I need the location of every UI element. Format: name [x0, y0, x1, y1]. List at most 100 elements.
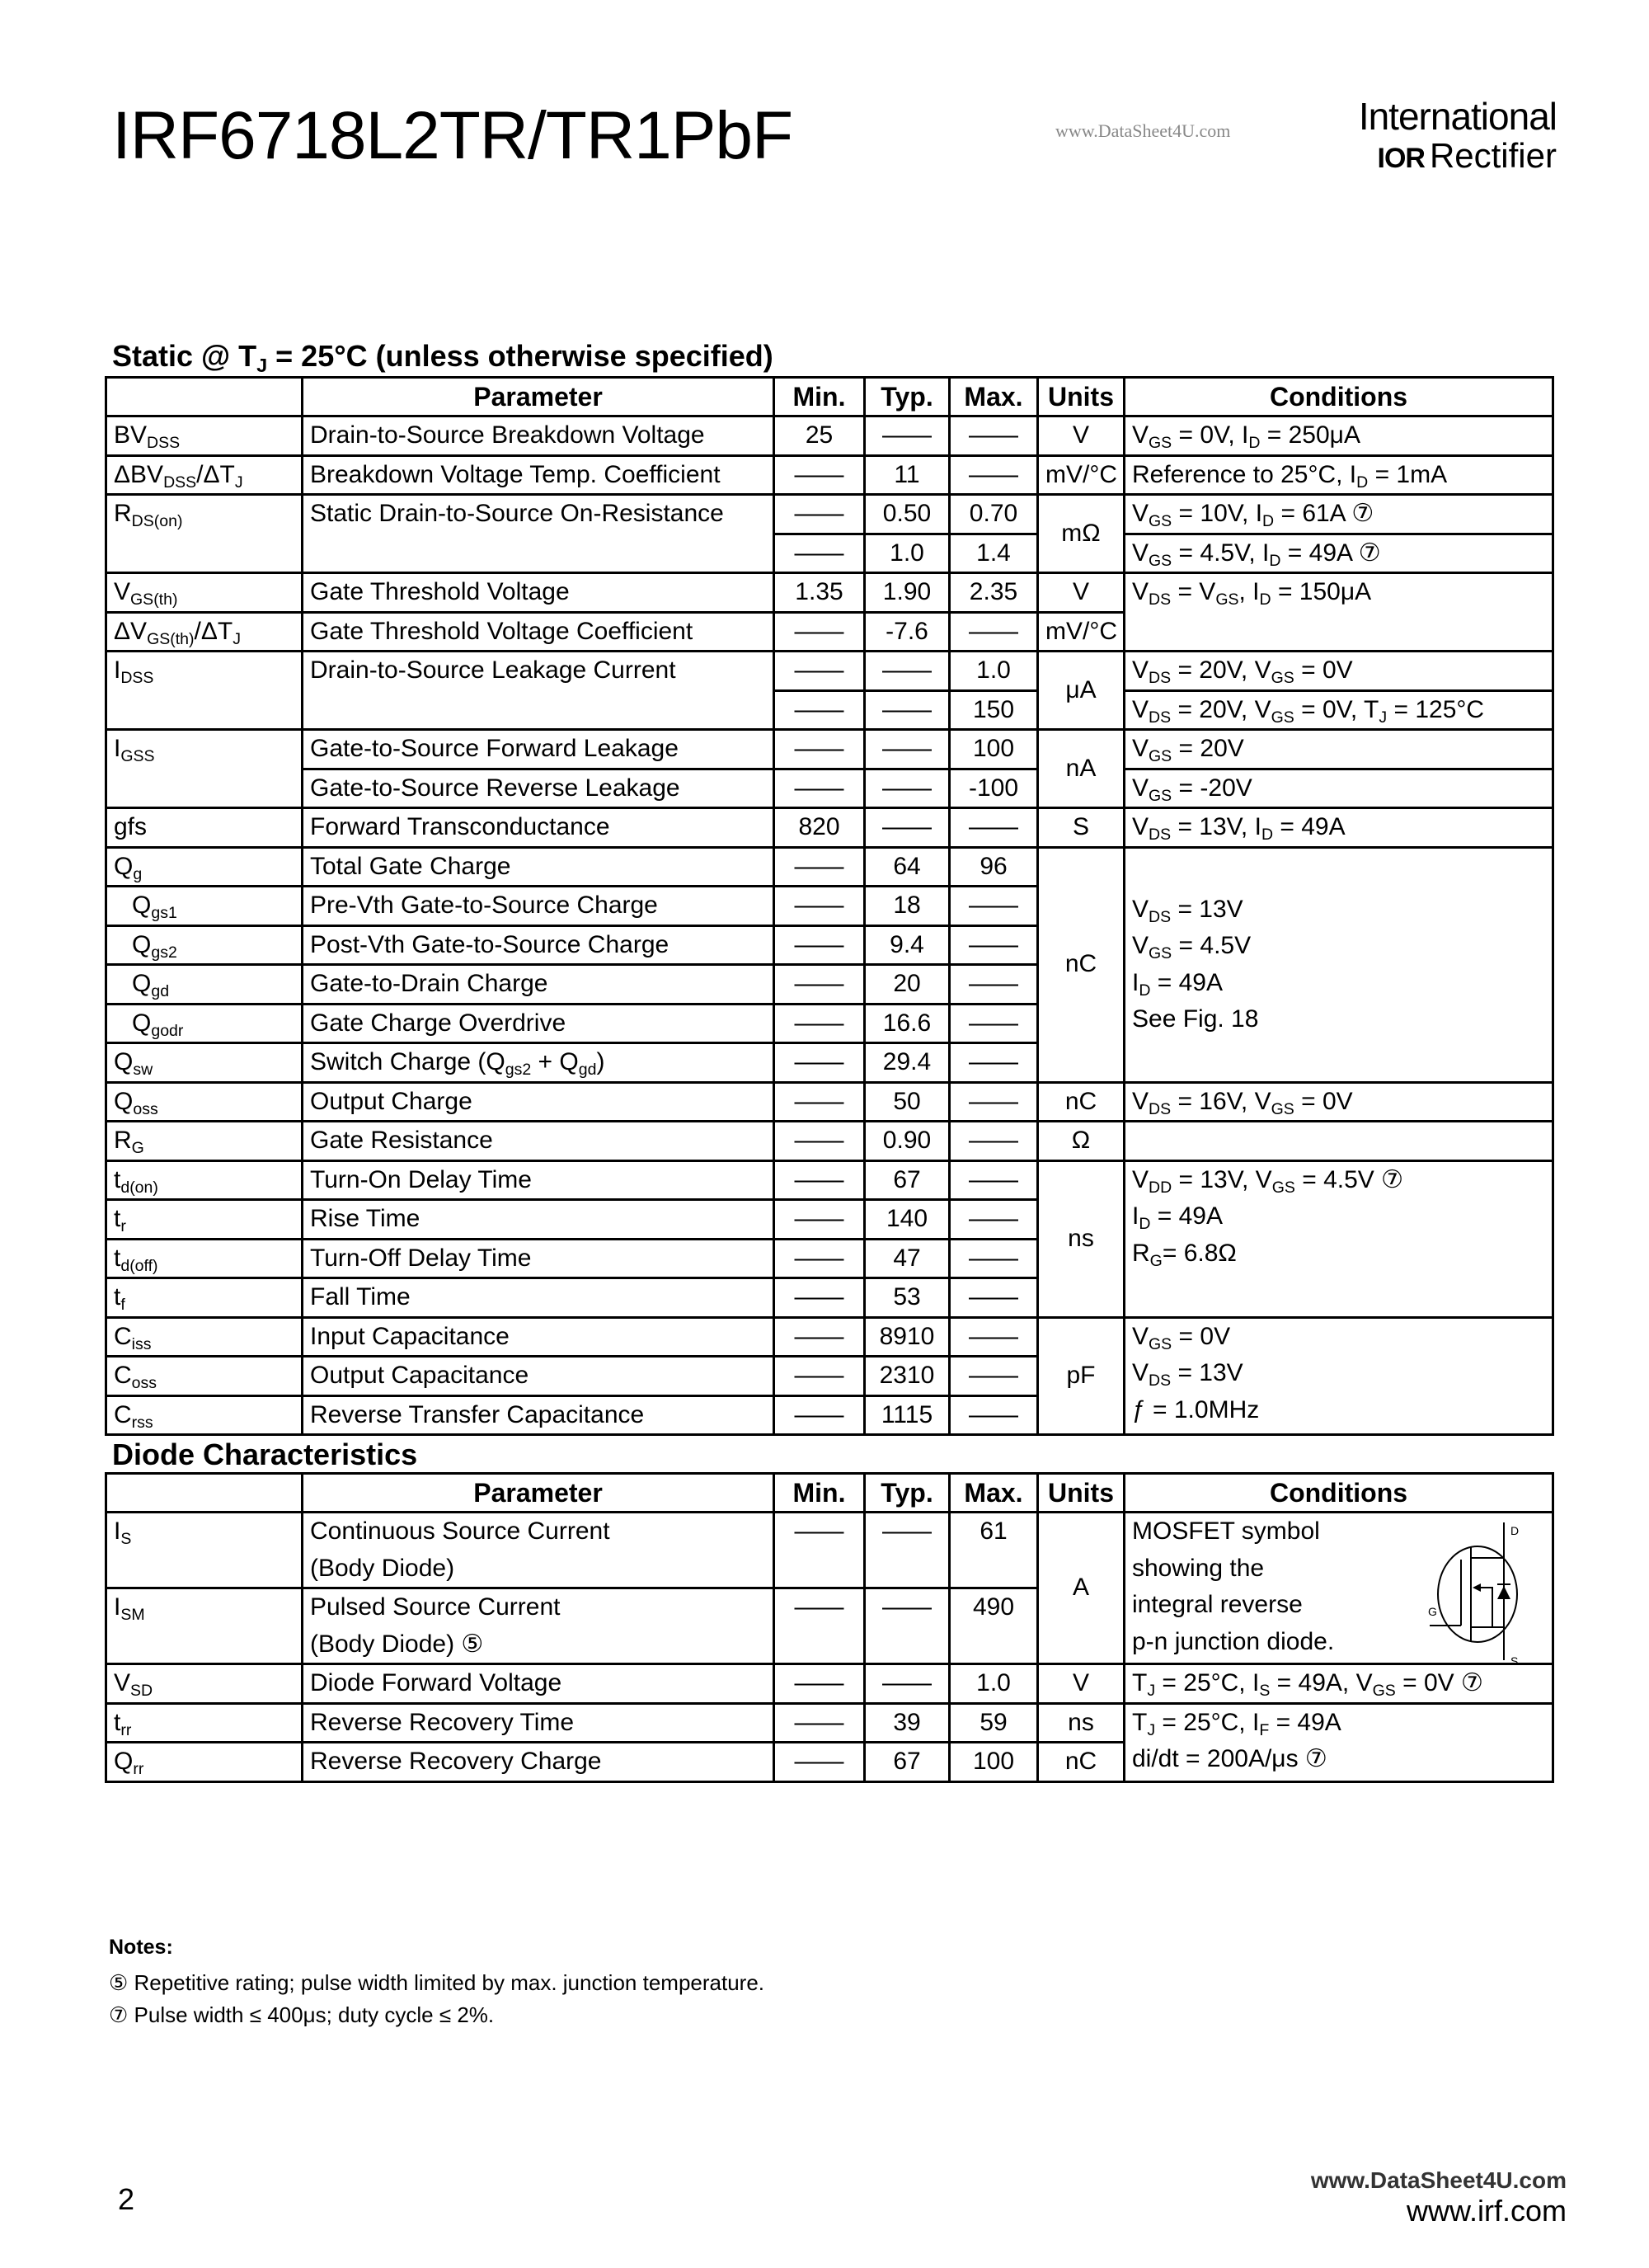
value-text: 61	[980, 1517, 1008, 1545]
table-row: trr Reverse Recovery Time —— 39 59 ns TJ = 25°…	[105, 1701, 1554, 1783]
value-text: ——	[969, 1362, 1018, 1389]
value-max: 490	[948, 1587, 1039, 1665]
value-max: 2.35	[948, 572, 1039, 614]
table-row: gfs Forward Transconductance 820 —— —— S VDS =…	[105, 807, 1554, 849]
value-text: ——	[794, 1748, 844, 1775]
value-max: -100	[948, 767, 1039, 809]
conditions-content: VGS = 20V	[1132, 731, 1545, 768]
condition-line: See Fig. 18	[1132, 1005, 1259, 1033]
value-text: ——	[794, 1244, 844, 1272]
parameter-name: Reverse Recovery Charge	[301, 1741, 775, 1783]
units-text: Ω	[1071, 1127, 1091, 1154]
mosfet-symbol-icon: D G S	[1428, 1522, 1519, 1667]
parameter-name: Reverse Recovery Time	[301, 1701, 775, 1743]
value-text: ——	[969, 1048, 1018, 1075]
value-text: ——	[969, 421, 1018, 449]
value-text: ——	[969, 1165, 1018, 1193]
parameter-name: Turn-On Delay Time	[301, 1159, 775, 1201]
value-text: ——	[794, 1048, 844, 1075]
table-row: ISM Pulsed Source Current (Body Diode) ⑤ ——…	[105, 1587, 1553, 1665]
parameter-text: Total Gate Charge	[310, 852, 511, 880]
units: nC	[1036, 1741, 1125, 1783]
value-text: ——	[882, 735, 932, 762]
value-text: ——	[794, 892, 844, 919]
parameter-symbol: Qgs2	[105, 924, 303, 966]
subscript: J	[1379, 708, 1388, 727]
units: nA	[1036, 728, 1125, 809]
parameter-symbol: IDSS	[105, 650, 303, 731]
header-row: Parameter Min. Typ. Max. Units Conditions	[105, 1472, 1554, 1513]
subscript: GS(th)	[130, 590, 178, 609]
parameter-symbol: ISM	[105, 1587, 303, 1665]
subscript: gs1	[151, 903, 177, 922]
conditions-content: VDS = 20V, VGS = 0V, TJ = 125°C	[1132, 692, 1545, 729]
table-row: VSD Diode Forward Voltage —— —— 1.0 V TJ = 25°…	[105, 1663, 1554, 1705]
parameter-symbol: RDS(on)	[105, 493, 303, 574]
symbol-text: RG	[114, 1127, 144, 1157]
subscript: gd	[578, 1060, 597, 1079]
conditions-content: VDS = 13V, ID = 49A	[1132, 809, 1545, 846]
condition-line: VDS = 20V, VGS = 0V	[1132, 656, 1353, 687]
column-header-conditions: Conditions	[1123, 1472, 1554, 1513]
note-item: ⑦ Pulse width ≤ 400μs; duty cycle ≤ 2%.	[109, 2002, 495, 2027]
value-text: ——	[794, 1517, 844, 1545]
value-text: 0.50	[882, 500, 932, 527]
parameter-name: Drain-to-Source Leakage Current	[301, 650, 775, 731]
parameter-name: Static Drain-to-Source On-Resistance	[301, 493, 775, 574]
units-text: mV/°C	[1045, 617, 1117, 645]
subscript: rr	[133, 1759, 144, 1778]
value-text: ——	[794, 695, 844, 723]
value-typ: 18	[863, 885, 951, 927]
value-text: ——	[794, 617, 844, 645]
value-typ: ——	[863, 1587, 951, 1665]
parameter-text: Breakdown Voltage Temp. Coefficient	[310, 460, 721, 488]
units-text: mΩ	[1061, 519, 1101, 547]
parameter-symbol: tr	[105, 1198, 303, 1240]
parameter-symbol: Qgodr	[105, 1002, 303, 1044]
value-text: 100	[972, 735, 1015, 762]
parameter-text: Gate Charge Overdrive	[310, 1009, 566, 1037]
diode-section-title: Diode Characteristics	[112, 1437, 418, 1471]
value-max: ——	[948, 1394, 1039, 1436]
value-min: ——	[773, 493, 866, 535]
value-text: ——	[794, 1708, 844, 1736]
parameter-symbol: gfs	[105, 807, 303, 849]
units-text: nC	[1064, 950, 1097, 978]
value-max: 100	[948, 1741, 1039, 1783]
note-item: ⑤ Repetitive rating; pulse width limited…	[109, 1969, 765, 1995]
conditions-content: Reference to 25°C, ID = 1mA	[1132, 457, 1545, 494]
table-row: tr Rise Time —— 140 ——	[105, 1198, 1553, 1240]
table-row: —— —— 150 VDS = 20V, VGS = 0V, TJ = 125°C	[106, 689, 1554, 731]
table-row: Qoss Output Charge —— 50 —— nC VDS = 16V, VGS …	[105, 1080, 1554, 1122]
value-min: ——	[773, 1394, 866, 1436]
value-typ: 2310	[863, 1355, 951, 1397]
subscript: r	[120, 1216, 126, 1235]
parameter-name: Fall Time	[301, 1277, 775, 1319]
parameter-name: Switch Charge (Qgs2 + Qgd)	[301, 1042, 775, 1084]
value-text: ——	[794, 930, 844, 958]
value-text: 9.4	[890, 930, 924, 958]
table-row: Ciss Input Capacitance —— 8910 —— pF VGS = 0V V…	[105, 1315, 1554, 1436]
value-text: ——	[882, 656, 932, 684]
conditions-content: VDD = 13V, VGS = 4.5V ⑦ ID = 49A RG= 6.8Ω	[1132, 1162, 1545, 1273]
value-min: ——	[773, 650, 866, 692]
content: Static @ TJ = 25°C (unless otherwise spe…	[105, 336, 1554, 2031]
value-typ: 67	[863, 1741, 951, 1783]
value-text: 1.0	[890, 539, 924, 567]
footer-url: www.irf.com	[1406, 2194, 1567, 2228]
symbol-text: Crss	[114, 1400, 153, 1432]
value-max: ——	[948, 963, 1039, 1005]
value-typ: ——	[863, 415, 951, 457]
value-typ: 0.50	[863, 493, 951, 535]
value-text: ——	[882, 1669, 932, 1696]
logo-text: Rectifier	[1429, 136, 1557, 175]
units: V	[1036, 572, 1125, 614]
condition-line: VGS = 0V, ID = 250μA	[1132, 421, 1360, 452]
value-text: ——	[882, 1593, 932, 1621]
conditions: TJ = 25°C, IF = 49A di/dt = 200A/μs ⑦	[1123, 1701, 1554, 1783]
value-min: ——	[773, 1002, 866, 1044]
subscript: GS	[1271, 708, 1294, 727]
column-header-symbol	[105, 1472, 303, 1513]
terminal-label-gate: G	[1428, 1605, 1437, 1618]
units-text: V	[1072, 1669, 1089, 1696]
